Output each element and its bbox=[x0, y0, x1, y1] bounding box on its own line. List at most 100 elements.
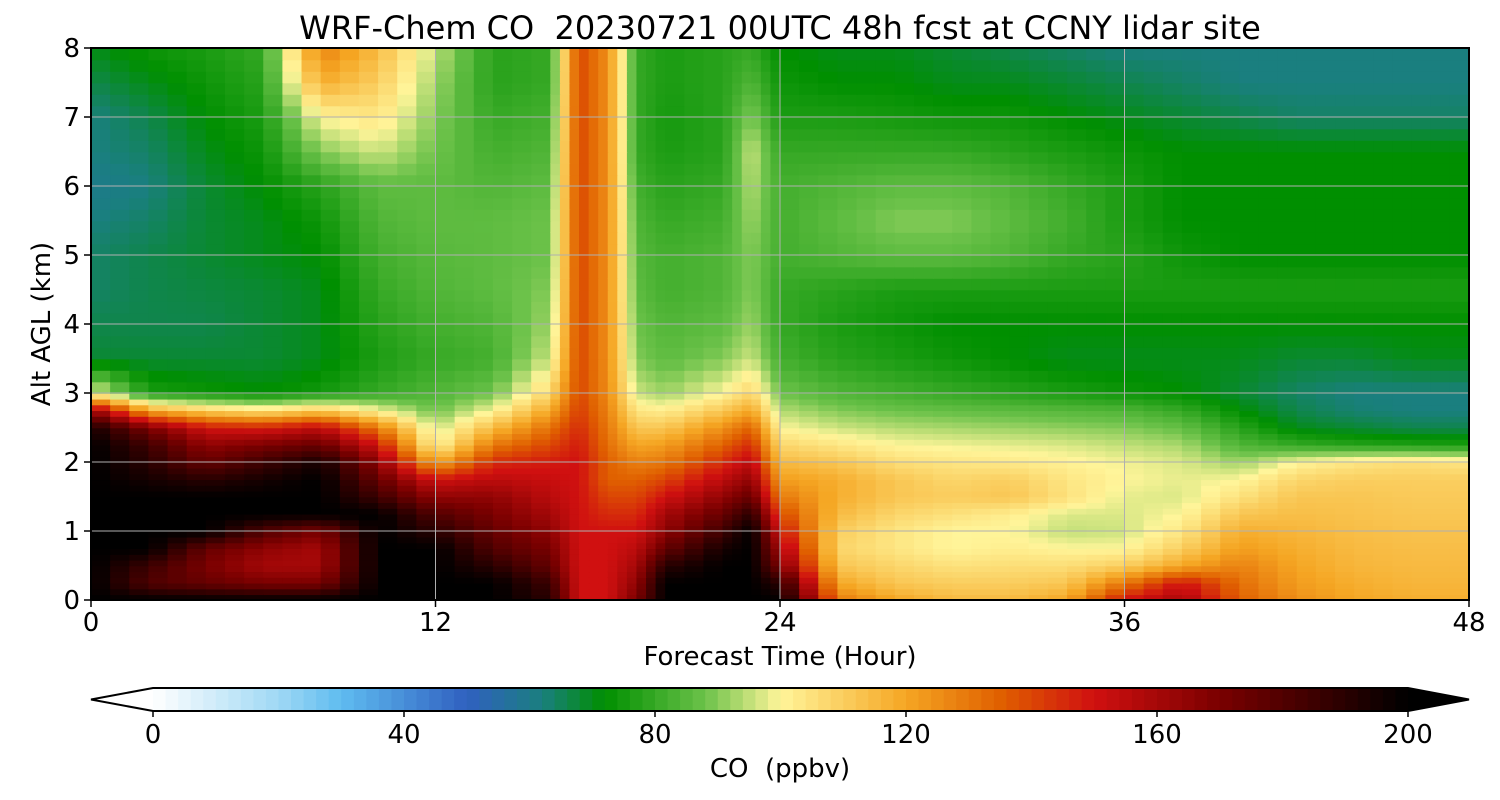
heatmap-cell bbox=[224, 542, 245, 550]
heatmap-cell bbox=[435, 174, 456, 187]
heatmap-cell bbox=[665, 117, 686, 130]
heatmap-cell bbox=[129, 105, 150, 118]
heatmap-cell bbox=[1181, 312, 1202, 325]
heatmap-cell bbox=[751, 163, 762, 176]
heatmap-cell bbox=[1354, 278, 1375, 291]
heatmap-cell bbox=[579, 393, 590, 400]
heatmap-cell bbox=[971, 485, 992, 492]
heatmap-cell bbox=[1411, 456, 1432, 463]
heatmap-cell bbox=[684, 232, 705, 245]
heatmap-cell bbox=[636, 433, 647, 440]
heatmap-cell bbox=[1430, 450, 1451, 458]
heatmap-cell bbox=[579, 462, 590, 469]
heatmap-cell bbox=[588, 456, 599, 463]
heatmap-cell bbox=[91, 255, 111, 268]
heatmap-cell bbox=[339, 117, 360, 130]
heatmap-cell bbox=[301, 444, 322, 452]
heatmap-cell bbox=[569, 536, 580, 544]
heatmap-cell bbox=[1220, 496, 1241, 504]
heatmap-cell bbox=[856, 462, 877, 469]
heatmap-cell bbox=[684, 479, 705, 486]
heatmap-cell bbox=[894, 519, 915, 527]
heatmap-cell bbox=[722, 151, 733, 164]
heatmap-cell bbox=[1047, 266, 1068, 279]
heatmap-cell bbox=[741, 151, 753, 164]
heatmap-cell bbox=[397, 140, 418, 153]
heatmap-cell bbox=[301, 421, 322, 429]
heatmap-cell bbox=[1354, 594, 1375, 600]
heatmap-cell bbox=[1315, 536, 1336, 544]
heatmap-cell bbox=[129, 536, 150, 544]
heatmap-cell bbox=[1181, 370, 1202, 383]
heatmap-cell bbox=[1162, 467, 1183, 475]
heatmap-cell bbox=[1143, 571, 1164, 578]
heatmap-cell bbox=[607, 243, 619, 256]
heatmap-cell bbox=[971, 427, 992, 435]
heatmap-cell bbox=[636, 398, 647, 406]
heatmap-cell bbox=[607, 358, 619, 371]
heatmap-cell bbox=[665, 571, 686, 578]
heatmap-cell bbox=[990, 485, 1011, 492]
heatmap-cell bbox=[1373, 467, 1394, 475]
heatmap-cell bbox=[110, 450, 131, 458]
heatmap-cell bbox=[971, 559, 992, 567]
heatmap-cell bbox=[971, 410, 992, 417]
heatmap-cell bbox=[186, 450, 207, 458]
heatmap-cell bbox=[205, 140, 226, 153]
heatmap-cell bbox=[129, 416, 150, 423]
heatmap-cell bbox=[454, 479, 475, 486]
heatmap-cell bbox=[933, 559, 954, 567]
heatmap-cell bbox=[1239, 427, 1260, 435]
heatmap-cell bbox=[1258, 582, 1279, 590]
heatmap-cell bbox=[1181, 519, 1202, 527]
heatmap-cell bbox=[110, 186, 131, 199]
heatmap-cell bbox=[770, 508, 781, 515]
heatmap-cell bbox=[799, 473, 820, 481]
heatmap-cell bbox=[1162, 519, 1183, 527]
heatmap-cell bbox=[167, 358, 188, 371]
heatmap-cell bbox=[1239, 542, 1260, 550]
heatmap-cell bbox=[224, 554, 245, 561]
heatmap-cell bbox=[1220, 289, 1241, 302]
heatmap-cell bbox=[1124, 243, 1145, 256]
heatmap-cell bbox=[780, 324, 800, 337]
heatmap-cell bbox=[655, 582, 666, 590]
heatmap-cell bbox=[339, 163, 360, 176]
heatmap-cell bbox=[1143, 312, 1164, 325]
heatmap-cell bbox=[626, 456, 638, 463]
heatmap-cell bbox=[646, 536, 657, 544]
heatmap-cell bbox=[875, 220, 896, 233]
heatmap-cell bbox=[1086, 444, 1107, 452]
heatmap-cell bbox=[732, 370, 743, 383]
heatmap-cell bbox=[1143, 209, 1164, 222]
heatmap-cell bbox=[579, 502, 590, 509]
heatmap-cell bbox=[760, 582, 772, 590]
heatmap-cell bbox=[1449, 278, 1469, 291]
heatmap-cell bbox=[579, 588, 590, 596]
heatmap-cell bbox=[579, 347, 590, 360]
heatmap-cell bbox=[1009, 278, 1030, 291]
heatmap-cell bbox=[454, 588, 475, 596]
heatmap-cell bbox=[224, 393, 245, 400]
heatmap-cell bbox=[559, 554, 571, 561]
heatmap-cell bbox=[263, 542, 284, 550]
heatmap-cell bbox=[186, 324, 207, 337]
heatmap-cell bbox=[636, 571, 647, 578]
heatmap-cell bbox=[301, 588, 322, 596]
heatmap-cell bbox=[751, 128, 762, 141]
heatmap-cell bbox=[129, 278, 150, 291]
heatmap-cell bbox=[579, 186, 590, 199]
heatmap-cell bbox=[91, 496, 111, 504]
heatmap-cell bbox=[397, 519, 418, 527]
heatmap-cell bbox=[205, 381, 226, 394]
heatmap-cell bbox=[282, 508, 303, 515]
heatmap-cell bbox=[339, 416, 360, 423]
heatmap-cell bbox=[454, 335, 475, 348]
heatmap-cell bbox=[186, 513, 207, 521]
heatmap-cell bbox=[990, 416, 1011, 423]
heatmap-cell bbox=[492, 588, 513, 596]
heatmap-cell bbox=[454, 220, 475, 233]
heatmap-cell bbox=[492, 220, 513, 233]
heatmap-cell bbox=[282, 565, 303, 573]
heatmap-cell bbox=[1258, 128, 1279, 141]
